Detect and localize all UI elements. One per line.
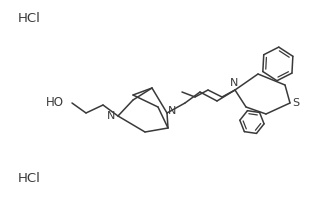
Text: S: S [292,98,300,108]
Text: HCl: HCl [18,11,41,24]
Text: HCl: HCl [18,171,41,184]
Text: N: N [107,111,115,121]
Text: N: N [230,78,238,88]
Text: N: N [168,106,176,116]
Text: HO: HO [46,97,64,110]
